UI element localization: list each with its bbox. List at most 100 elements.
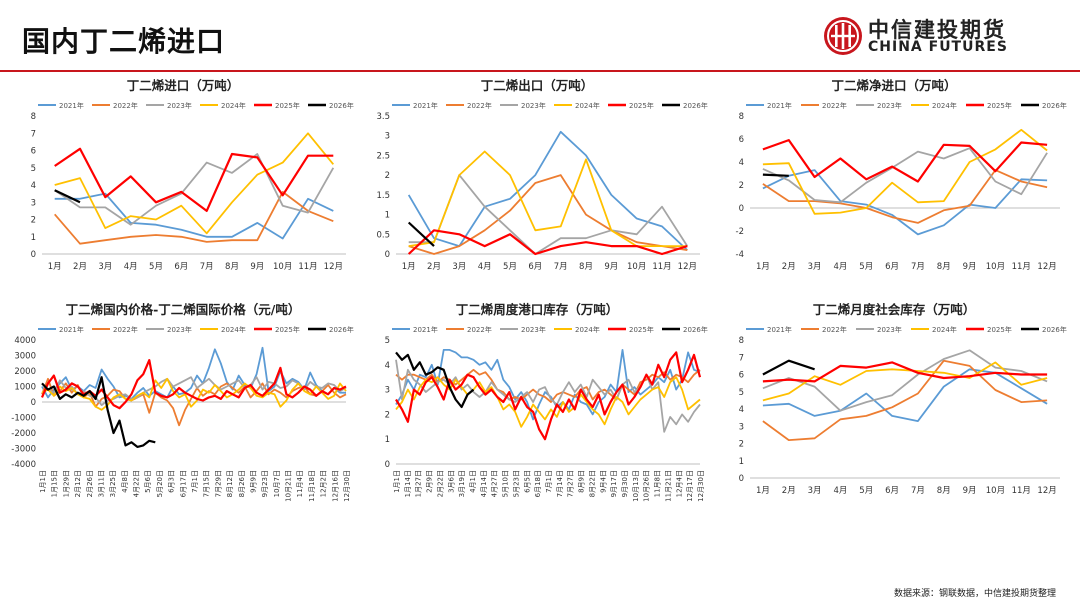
legend-label: 2024年 — [932, 101, 957, 110]
y-tick-label: 4 — [739, 158, 744, 168]
chart-title: 丁二烯国内价格-丁二烯国际价格（元/吨） — [66, 302, 301, 317]
y-tick-label: 4 — [739, 405, 744, 415]
x-tick-label: 5月 — [859, 486, 873, 496]
x-tick-label: 2月9日 — [426, 470, 434, 493]
chart-port-inventory: 丁二烯周度港口库存（万吨）2021年 2022年 2023年 2024年 2025年 20… — [385, 302, 708, 502]
x-tick-label: 11月4日 — [296, 470, 304, 497]
x-tick-label: 11月 — [298, 262, 317, 272]
series-line-2022年 — [408, 174, 688, 255]
series-line-2022年 — [41, 377, 347, 427]
x-tick-label: 8月 — [937, 262, 951, 272]
logo-en-text: CHINA FUTURES — [868, 39, 1008, 55]
x-tick-label: 4月8日 — [121, 470, 129, 493]
legend-label: 2026年 — [683, 101, 708, 110]
x-tick-label: 7月1日 — [545, 470, 553, 493]
x-tick-label: 9月17日 — [610, 470, 618, 497]
x-tick-label: 1月 — [402, 262, 416, 272]
x-tick-label: 1月1日 — [393, 470, 401, 493]
x-tick-label: 5月10日 — [502, 470, 510, 497]
x-tick-label: 1月14日 — [404, 470, 412, 497]
x-tick-label: 4月22日 — [133, 470, 141, 497]
x-tick-label: 1月 — [756, 262, 770, 272]
y-tick-label: 0 — [31, 250, 36, 260]
x-tick-label: 6月 — [885, 486, 899, 496]
y-tick-label: 3000 — [14, 352, 36, 362]
x-tick-label: 7月 — [554, 262, 568, 272]
y-tick-label: 2000 — [14, 367, 36, 377]
y-tick-label: 3 — [385, 132, 390, 142]
y-tick-label: 6 — [31, 147, 36, 157]
series-line-2023年 — [395, 359, 701, 433]
series-line-2022年 — [762, 359, 1048, 442]
x-tick-label: 2月12日 — [74, 470, 82, 497]
x-tick-label: 8月26日 — [238, 470, 246, 497]
x-tick-label: 12月 — [1037, 262, 1056, 272]
x-tick-label: 7月 — [200, 262, 214, 272]
series-line-2023年 — [54, 153, 335, 226]
legend-label: 2025年 — [275, 325, 300, 334]
x-tick-label: 7月14日 — [556, 470, 564, 497]
y-tick-label: 1.5 — [376, 191, 390, 201]
legend-label: 2022年 — [467, 101, 492, 110]
series-line-2025年 — [395, 351, 702, 441]
x-tick-label: 11月 — [652, 262, 671, 272]
x-tick-label: 7月27日 — [567, 470, 575, 497]
y-tick-label: 2.5 — [376, 151, 390, 161]
legend-label: 2022年 — [113, 325, 138, 334]
series-line-2021年 — [395, 349, 701, 421]
series-line-2024年 — [408, 150, 688, 248]
chart-social-inventory: 丁二烯月度社会库存（万吨）2021年 2022年 2023年 2024年 2025年 20… — [739, 302, 1067, 496]
legend-label: 2023年 — [167, 325, 192, 334]
y-tick-label: 3 — [739, 422, 744, 432]
x-tick-label: 3月 — [808, 262, 822, 272]
y-tick-label: 1 — [739, 457, 744, 467]
x-tick-label: 10月 — [273, 262, 292, 272]
x-tick-label: 2月26日 — [86, 470, 94, 497]
x-tick-label: 1月15日 — [51, 470, 59, 497]
chart-title: 丁二烯出口（万吨） — [481, 78, 594, 93]
x-tick-label: 4月1日 — [469, 470, 477, 493]
x-tick-label: 9月23日 — [261, 470, 269, 497]
x-tick-label: 3月 — [98, 262, 112, 272]
legend-label: 2024年 — [932, 325, 957, 334]
x-tick-label: 6月17日 — [179, 470, 187, 497]
x-tick-label: 9月 — [604, 262, 618, 272]
series-line-2024年 — [762, 128, 1048, 215]
y-tick-label: 2 — [385, 410, 390, 420]
legend-label: 2022年 — [822, 325, 847, 334]
x-tick-label: 3月19日 — [458, 470, 466, 497]
x-tick-label: 9月 — [963, 486, 977, 496]
series-line-2025年 — [54, 147, 334, 212]
y-tick-label: 1 — [31, 233, 36, 243]
x-tick-label: 6月 — [528, 262, 542, 272]
chart-title: 丁二烯月度社会库存（万吨） — [813, 302, 976, 317]
x-tick-label: 12月4日 — [675, 470, 683, 497]
y-tick-label: 6 — [739, 135, 744, 145]
series-line-2026年 — [395, 351, 475, 409]
chart-title: 丁二烯净进口（万吨） — [831, 78, 956, 93]
series-line-2024年 — [54, 132, 334, 235]
x-tick-label: 5月6日 — [144, 470, 152, 493]
y-tick-label: 8 — [739, 112, 744, 122]
x-tick-label: 11月21日 — [664, 470, 672, 502]
x-tick-label: 7月 — [911, 486, 925, 496]
x-tick-label: 2月 — [73, 262, 87, 272]
y-tick-label: 8 — [31, 112, 36, 122]
y-tick-label: 5 — [31, 164, 36, 174]
legend-label: 2022年 — [467, 325, 492, 334]
series-line-2026年 — [762, 359, 815, 376]
legend-label: 2025年 — [629, 101, 654, 110]
x-tick-label: 2月22日 — [436, 470, 444, 497]
y-tick-label: 2 — [385, 171, 390, 181]
y-tick-label: -1000 — [11, 414, 36, 424]
header-divider — [0, 70, 1080, 72]
legend-label: 2025年 — [275, 101, 300, 110]
x-tick-label: 5月23日 — [512, 470, 520, 497]
y-tick-label: 4 — [31, 181, 36, 191]
x-tick-label: 6月 — [885, 262, 899, 272]
y-tick-label: 0 — [385, 460, 390, 470]
chart-net-import: 丁二烯净进口（万吨） 2021年 2022年 2023年 2024年 2025年 2026年… — [736, 78, 1067, 272]
series-line-2021年 — [762, 169, 1048, 236]
series-line-2025年 — [762, 138, 1048, 183]
x-tick-label: 9月30日 — [621, 470, 629, 497]
